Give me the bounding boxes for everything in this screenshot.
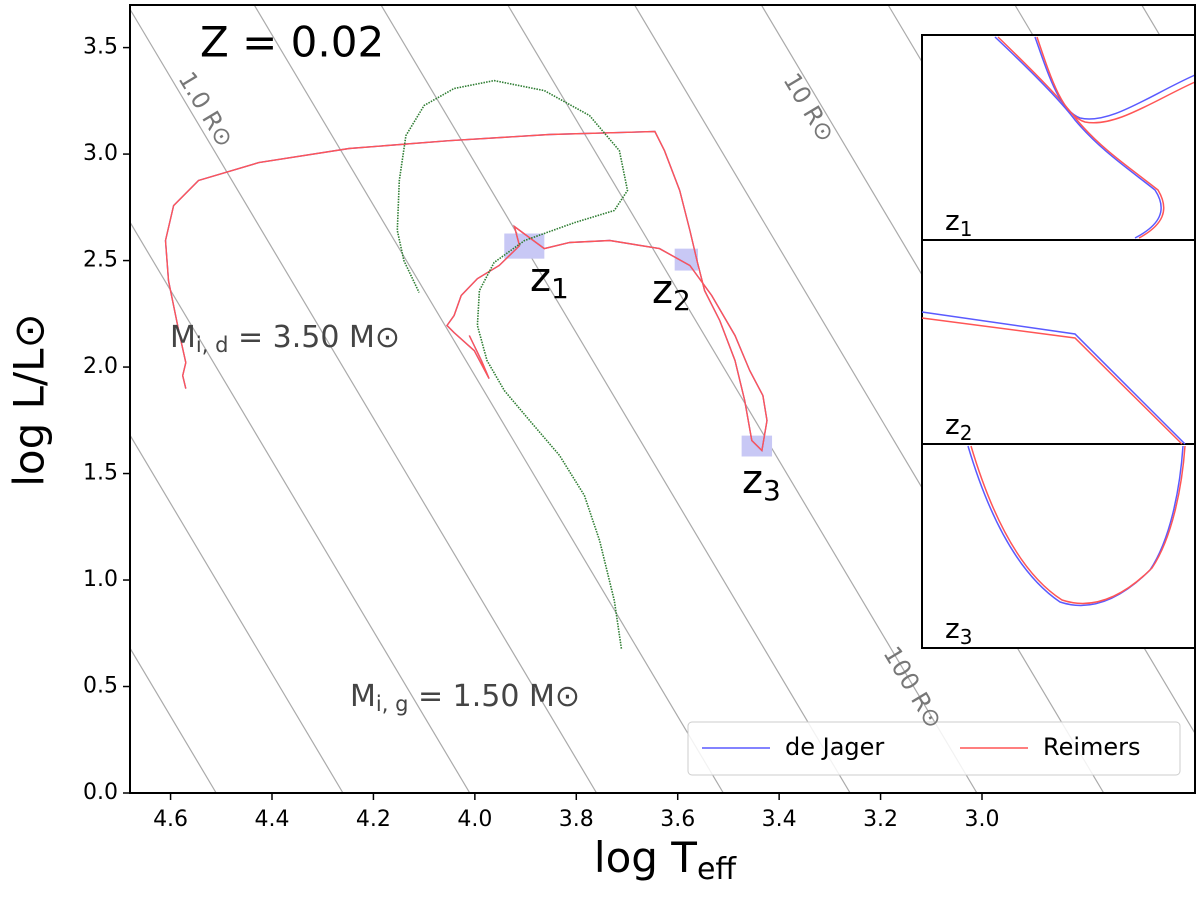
x-tick-label: 3.2 [863,807,898,832]
zoom-box [674,248,698,271]
legend-label: de Jager [785,733,884,761]
isoradius-line [130,434,344,793]
y-tick-label: 1.5 [83,461,118,486]
y-tick-label: 2.0 [83,354,118,379]
inset-curve [970,445,1186,605]
inset-label-main: z [945,612,960,645]
radius-label: 1.0 R⊙ [173,67,240,152]
zoom-label: z3 [742,457,781,507]
inset-curve [1034,36,1196,120]
isoradius-line [634,5,1105,793]
radius-label: 10 R⊙ [778,68,841,147]
inset-curve [1036,36,1196,124]
x-tick-label: 3.8 [559,807,594,832]
zoom-label: z2 [652,267,691,317]
y-tick-label: 3.5 [83,35,118,60]
inset-label: z3 [945,612,972,649]
inset-label: z1 [945,204,972,241]
mass-label-sub: i, d [196,333,229,357]
x-tick-label: 4.4 [255,807,290,832]
y-tick-label: 3.0 [83,141,118,166]
zoom-label-sub: 2 [673,284,691,317]
plot-area [130,5,1195,793]
inset-label-sub: 2 [960,421,973,445]
legend-frame [687,721,1181,776]
legend-label: Reimers [1043,733,1141,761]
x-tick-label: 3.6 [660,807,695,832]
inset-label-sub: 3 [960,625,973,649]
mass-label: Mi, d = 3.50 M⊙ [170,320,400,358]
track [164,130,768,452]
y-tick-label: 1.0 [83,567,118,592]
zoom-label-sub: 1 [551,272,569,305]
mass-label-rest: = 1.50 M⊙ [408,679,580,714]
inset-curve [994,36,1162,239]
mass-label: Mi, g = 1.50 M⊙ [350,679,580,717]
inset-curve [967,445,1184,607]
y-axis-label: log L/L⊙ [5,313,54,487]
isoradius-line [130,221,471,793]
x-tick-label: 3.4 [762,807,797,832]
inset-frame [921,34,1196,649]
track [396,79,629,649]
radius-label: 100 R⊙ [878,642,948,734]
inset-label-sub: 1 [960,217,973,241]
y-tick-label: 2.5 [83,248,118,273]
x-tick-label: 4.0 [457,807,492,832]
mass-label-rest: = 3.50 M⊙ [228,320,400,355]
x-axis-label: log Teff [594,833,737,887]
zoom-label-main: z [530,255,551,301]
isoradius-line [130,647,217,793]
inset-curve [921,311,1186,445]
isoradius-line [253,5,724,793]
inset-curve [997,36,1165,239]
zoom-label-main: z [652,267,673,313]
y-tick-label: 0.5 [83,674,118,699]
chart-title: Z = 0.02 [200,18,384,67]
isoradius-line [507,5,978,793]
inset-label-main: z [945,204,960,237]
inset-label-main: z [945,408,960,441]
zoom-label-sub: 3 [763,474,781,507]
mass-label-main: M [350,679,376,714]
zoom-label-main: z [742,457,763,503]
inset-label: z2 [945,408,972,445]
inset-curve [921,317,1183,445]
x-tick-label: 3.0 [965,807,1000,832]
x-tick-label: 4.6 [153,807,188,832]
axes-frame [129,4,1196,794]
zoom-label: z1 [530,255,569,305]
mass-label-main: M [170,320,196,355]
x-tick-label: 4.2 [356,807,391,832]
x-label-main: log T [594,833,697,882]
legend: de Jager Reimers [687,721,1181,776]
isoradius-line [380,5,851,793]
inset: z1 z2 z3 [921,34,1196,649]
mass-label-sub: i, g [376,692,409,716]
isoradius-line [130,8,598,793]
x-label-sub: eff [697,852,737,887]
y-tick-label: 0.0 [83,780,118,805]
